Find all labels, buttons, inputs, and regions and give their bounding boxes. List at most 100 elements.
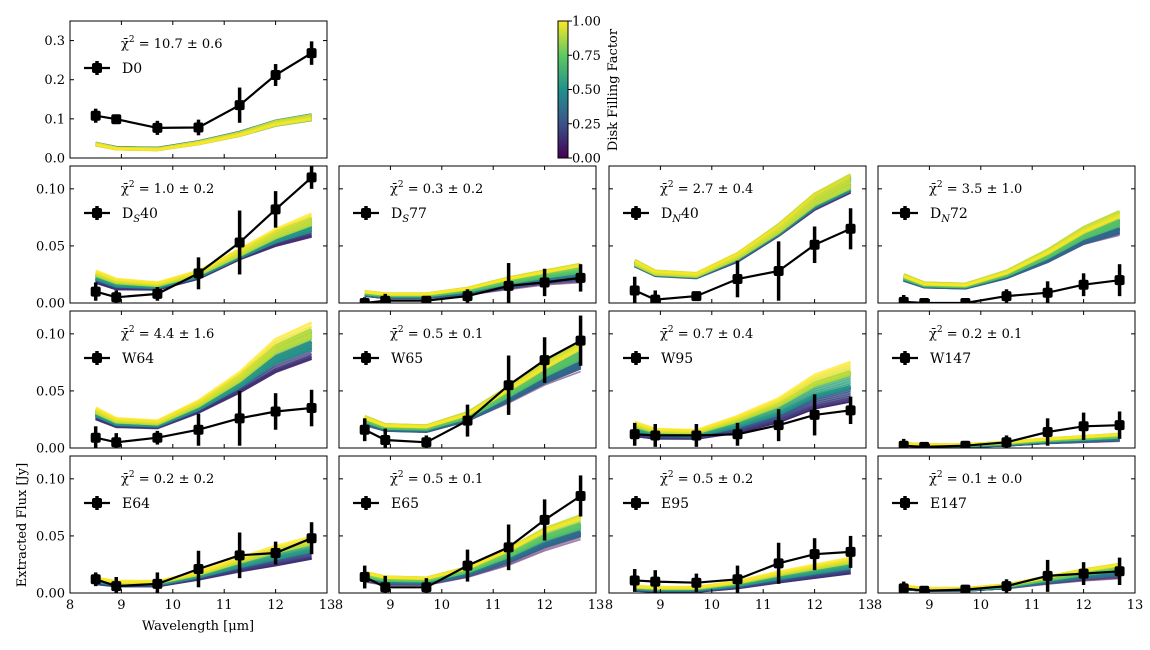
panel-e95: 8 9 10 11 12 13 χ̄2 = 0.5 ± 0.2 E95 (605, 455, 875, 613)
data-point (1114, 566, 1125, 577)
model-curves (634, 360, 852, 440)
x-tick-label: 8 (66, 598, 74, 613)
x-tick-label: 13 (319, 598, 336, 613)
panel-w147: χ̄2 = 0.2 ± 0.1 W147 (877, 310, 1136, 449)
legend-marker (631, 498, 641, 508)
legend-marker (631, 208, 641, 218)
model-curve (95, 117, 312, 152)
data-point (193, 122, 204, 133)
colorbar-ticks: 0.00 0.25 0.50 0.75 1.00 (568, 15, 601, 167)
observed-series (90, 389, 317, 448)
x-tick-label: 11 (216, 598, 233, 613)
data-point (1078, 421, 1089, 432)
chi2-label: χ̄2 = 10.7 ± 0.6 (121, 35, 223, 52)
chi2-label: χ̄2 = 0.2 ± 0.1 (929, 325, 1022, 342)
axes-frame (69, 310, 328, 449)
x-tick-label: 9 (925, 598, 933, 613)
data-point (960, 584, 971, 593)
observed-series (898, 264, 1125, 303)
data-point (306, 172, 317, 183)
y-tick-label: 0.2 (44, 73, 65, 88)
legend-marker (92, 208, 102, 218)
model-curves (95, 212, 313, 291)
legend-marker (361, 498, 371, 508)
data-point (380, 295, 391, 303)
x-tick-label: 8 (605, 598, 613, 613)
legend-label: DS40 (122, 206, 158, 225)
data-point (539, 355, 550, 366)
x-tick-label: 11 (755, 598, 772, 613)
x-tick-label: 9 (386, 598, 394, 613)
data-point (193, 268, 204, 279)
data-point (1001, 581, 1012, 592)
data-point (1078, 279, 1089, 290)
legend-marker (631, 353, 641, 363)
legend-label: DN72 (930, 206, 968, 225)
data-point (629, 285, 640, 296)
chi2-label: χ̄2 = 0.3 ± 0.2 (390, 180, 483, 197)
data-point (809, 549, 820, 560)
legend-marker (900, 498, 910, 508)
chi2-label: χ̄2 = 0.7 ± 0.4 (660, 325, 753, 342)
data-point (732, 429, 743, 440)
x-axis-label: Wavelength [μm] (142, 619, 254, 634)
data-point (90, 432, 101, 443)
axes-frame (338, 455, 597, 594)
legend-label: DS77 (391, 206, 427, 225)
axes-frame (877, 455, 1136, 594)
model-curve (634, 173, 852, 275)
axes-frame (608, 165, 867, 304)
legend-label: W95 (661, 351, 693, 367)
data-point (306, 48, 317, 59)
data-point (691, 430, 702, 441)
data-point (809, 239, 820, 250)
data-point (691, 577, 702, 588)
x-tick-label: 12 (1075, 598, 1092, 613)
legend-label: E95 (661, 496, 689, 512)
x-tick-label: 13 (858, 598, 875, 613)
legend-label: E64 (122, 496, 150, 512)
model-curve (903, 215, 1121, 287)
data-point (539, 277, 550, 288)
panel-w65: χ̄2 = 0.5 ± 0.1 W65 (338, 310, 597, 449)
data-point (732, 274, 743, 285)
data-point (234, 100, 245, 111)
y-tick-label: 0.10 (36, 472, 65, 487)
x-tick-label: 10 (704, 598, 721, 613)
observed-line (634, 227, 852, 301)
y-axis-label: Extracted Flux [Jy] (15, 463, 30, 587)
observed-series (359, 315, 586, 448)
colorbar-tick-label: 0.50 (572, 83, 601, 98)
x-tick-label: 10 (973, 598, 990, 613)
axes-frame (877, 310, 1136, 449)
observed-series (359, 475, 586, 593)
x-tick-label: 13 (588, 598, 605, 613)
data-point (1114, 420, 1125, 431)
y-tick-label: 0.10 (36, 182, 65, 197)
model-curves (364, 514, 582, 587)
panel-w95: χ̄2 = 0.7 ± 0.4 W95 (608, 310, 867, 449)
model-curves (95, 535, 312, 588)
data-point (503, 542, 514, 553)
data-point (1042, 427, 1053, 438)
data-point (809, 409, 820, 420)
data-point (270, 548, 281, 559)
data-point (773, 420, 784, 431)
y-tick-label: 0.05 (36, 529, 65, 544)
data-point (650, 430, 661, 441)
data-point (575, 490, 586, 501)
observed-series (629, 394, 856, 447)
data-point (234, 237, 245, 248)
data-point (359, 572, 370, 583)
chi2-label: χ̄2 = 1.0 ± 0.2 (121, 180, 214, 197)
x-tick-label: 10 (434, 598, 451, 613)
data-point (960, 298, 971, 303)
data-point (462, 415, 473, 426)
data-point (503, 380, 514, 391)
observed-series (629, 535, 856, 593)
axes-frame (608, 310, 867, 449)
axes-frame (338, 165, 597, 304)
x-tick-label: 12 (267, 598, 284, 613)
legend-label: DN40 (661, 206, 699, 225)
